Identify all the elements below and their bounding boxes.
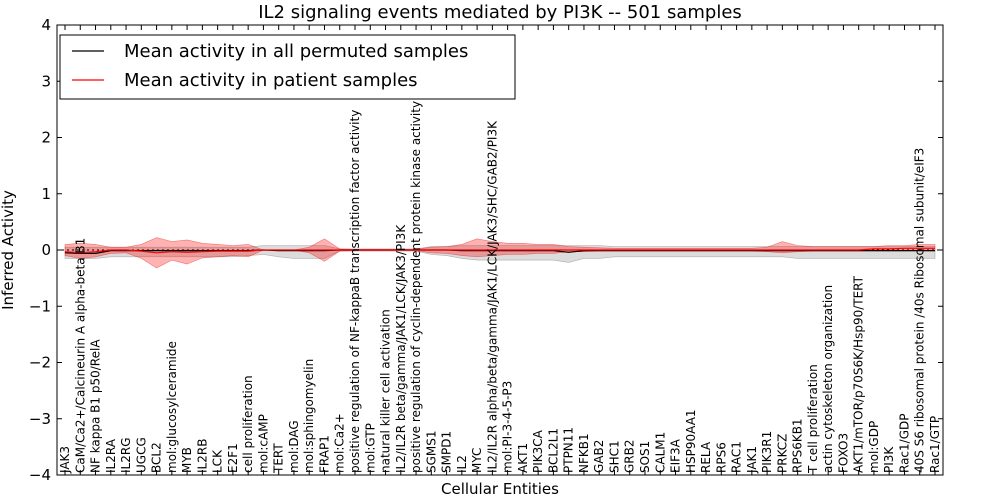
x-tick-label: positive regulation of cyclin-dependent … [409, 101, 423, 473]
x-tick-label: CALM1 [653, 432, 667, 473]
x-tick-label: AKT1/mTOR/p70S6K/Hsp90/TERT [852, 275, 866, 473]
x-tick-label: Rac1/GDP [898, 414, 912, 473]
y-tick-label: −4 [29, 466, 51, 484]
legend: Mean activity in all permuted samples Me… [59, 34, 516, 100]
x-tick-label: IL2/IL2R alpha/beta/gamma/JAK1/LCK/JAK3/… [485, 120, 499, 473]
x-tick-label: NF kappa B1 p50/RelA [89, 339, 103, 473]
x-tick-label: mol:PI-3-4-5-P3 [501, 381, 515, 473]
x-tick-label: LCK [211, 449, 225, 473]
x-tick-label: mol:GTP [363, 423, 377, 473]
series-lines [64, 247, 935, 254]
x-tick-label: RAC1 [730, 441, 744, 473]
plot-area: −4 −3 −2 −1 0 1 2 3 4 JAK3 CaM/Ca2+/Calcineurin A… [29, 16, 944, 484]
x-axis-ticks [64, 25, 936, 475]
x-tick-label: FRAP1 [318, 435, 332, 473]
x-tick-label: TERT [272, 443, 286, 474]
x-tick-label: actin cytoskeleton organization [821, 285, 835, 473]
x-tick-label: HSP90AA1 [684, 409, 698, 473]
y-tick-label: −3 [29, 410, 51, 428]
x-tick-label: RELA [699, 441, 713, 473]
x-tick-label: cell proliferation [241, 375, 255, 473]
x-tick-label: 40S S6 ribosomal protein /40s Ribosomal … [913, 148, 927, 473]
x-tick-label: positive regulation of NF-kappaB transcr… [348, 110, 362, 473]
x-tick-label: mol:sphingomyelin [302, 359, 316, 473]
y-tick-label: −2 [29, 354, 51, 372]
y-tick-label: 4 [41, 16, 51, 34]
x-tick-label: IL2 [455, 455, 469, 473]
y-axis-label: Inferred Activity [0, 190, 17, 310]
x-tick-label: GRB2 [623, 439, 637, 473]
x-tick-label: PRKCZ [775, 434, 789, 473]
x-tick-label: mol:Ca2+ [333, 413, 347, 473]
x-tick-label: BCL2L1 [546, 428, 560, 473]
x-tick-label: EIF3A [669, 438, 683, 473]
x-tick-label: E2F1 [226, 443, 240, 473]
x-tick-label: PIK3CA [531, 429, 545, 473]
x-tick-label: RPS6 [714, 442, 728, 473]
x-tick-label: AKT1 [516, 443, 530, 473]
x-tick-label: SGMS1 [424, 430, 438, 473]
y-axis-ticks: −4 −3 −2 −1 0 1 2 3 4 [29, 16, 943, 484]
x-tick-label: IL2RB [195, 439, 209, 473]
y-tick-label: 1 [41, 185, 51, 203]
y-tick-label: −1 [29, 297, 51, 315]
x-tick-label: PI3K [882, 446, 896, 473]
x-tick-label: UGCG [134, 437, 148, 473]
x-tick-label: CaM/Ca2+/Calcineurin A alpha-beta B1 [73, 238, 87, 473]
x-tick-label: natural killer cell activation [379, 309, 393, 473]
legend-label-patient: Mean activity in patient samples [124, 70, 418, 91]
x-tick-label: mol:glucosylceramide [165, 341, 179, 473]
x-tick-label: NFKB1 [577, 433, 591, 473]
x-tick-label: FOXO3 [836, 433, 850, 473]
x-tick-label: SHC1 [608, 440, 622, 473]
legend-box [59, 34, 516, 100]
x-tick-label: T cell proliferation [806, 364, 820, 474]
x-tick-labels: JAK3 CaM/Ca2+/Calcineurin A alpha-beta B1… [58, 101, 942, 474]
x-tick-label: Rac1/GTP [928, 416, 942, 473]
x-tick-label: SMPD1 [440, 431, 454, 473]
x-tick-label: GAB2 [592, 440, 606, 473]
x-tick-label: MYB [180, 447, 194, 473]
y-tick-label: 3 [41, 72, 51, 90]
y-tick-label: 2 [41, 129, 51, 147]
x-axis-label: Cellular Entities [441, 480, 559, 498]
x-tick-label: JAK1 [745, 446, 759, 474]
y-tick-label: 0 [41, 241, 51, 259]
x-tick-label: IL2/IL2R beta/gamma/JAK1/LCK/JAK3/PI3K [394, 224, 408, 473]
x-tick-label: RPS6KB1 [791, 418, 805, 473]
x-tick-label: BCL2 [150, 442, 164, 473]
x-tick-label: SOS1 [638, 441, 652, 473]
x-tick-label: IL2RG [119, 438, 133, 474]
legend-label-permuted: Mean activity in all permuted samples [124, 41, 468, 62]
line-patient-mean [64, 247, 935, 254]
x-tick-label: mol:DAG [287, 420, 301, 473]
chart-title: IL2 signaling events mediated by PI3K --… [258, 2, 742, 23]
x-tick-label: JAK3 [58, 446, 72, 474]
x-tick-label: mol:cAMP [256, 414, 270, 473]
x-tick-label: PTPN11 [562, 427, 576, 473]
x-tick-label: MYC [470, 448, 484, 473]
x-tick-label: mol:GDP [867, 421, 881, 473]
x-tick-label: PIK3R1 [760, 431, 774, 473]
x-tick-label: IL2RA [104, 438, 118, 473]
